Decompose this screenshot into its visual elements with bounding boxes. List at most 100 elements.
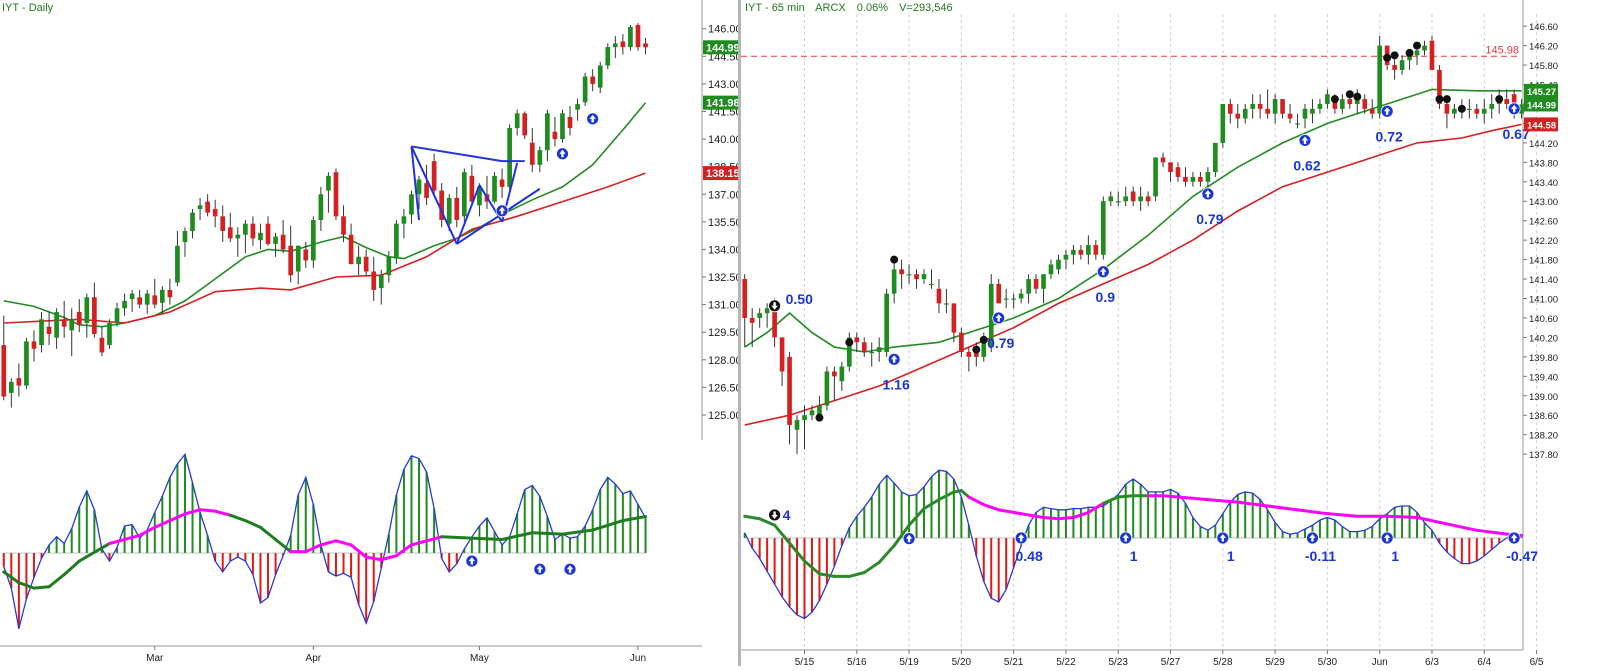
price-tick-label: 140.20 bbox=[1529, 333, 1558, 344]
oscillator-signal-line bbox=[394, 543, 413, 558]
price-tick-label: 143.80 bbox=[1529, 158, 1558, 169]
candle-body bbox=[1056, 259, 1061, 270]
candle-body bbox=[846, 337, 852, 367]
chart-title: IYT - 65 min ARCX 0.06% V=293,546 bbox=[745, 2, 961, 14]
candle-body bbox=[1183, 176, 1188, 182]
candle-body bbox=[507, 128, 512, 187]
candle-body bbox=[876, 347, 882, 353]
moving-average-red bbox=[744, 123, 1522, 426]
candle-body bbox=[99, 337, 105, 353]
price-tick-label: 143.40 bbox=[1529, 178, 1558, 189]
candle-body bbox=[787, 356, 792, 425]
price-tag bbox=[703, 95, 739, 110]
oscillator-signal-line bbox=[1071, 510, 1090, 520]
signal-dot bbox=[1442, 95, 1451, 104]
oscillator-signal-line bbox=[1385, 514, 1419, 520]
oscillator-signal-line bbox=[138, 525, 157, 537]
candle-body bbox=[861, 342, 867, 353]
candle-body bbox=[182, 231, 188, 243]
candle-body bbox=[1026, 279, 1031, 294]
candle-body bbox=[869, 352, 875, 354]
oscillator-value-label: -0.47 bbox=[1506, 548, 1538, 564]
time-tick-label: 6/3 bbox=[1425, 657, 1439, 666]
oscillator-signal-line bbox=[198, 508, 217, 513]
candle-body bbox=[394, 223, 399, 259]
oscillator-value-label: -0.11 bbox=[1305, 548, 1336, 564]
volume-label: V=293,546 bbox=[899, 2, 953, 14]
price-tick-label: 146.20 bbox=[1529, 42, 1558, 53]
daily-chart-svg[interactable]: 146.00144.50143.00141.50140.00138.50137.… bbox=[0, 0, 742, 666]
oscillator-signal-line bbox=[319, 539, 338, 547]
candle-body bbox=[1048, 264, 1054, 275]
oscillator-signal-line bbox=[32, 585, 51, 590]
candle-body bbox=[461, 172, 467, 217]
signal-dot bbox=[972, 345, 981, 354]
pattern-trendline bbox=[411, 145, 503, 163]
candle-body bbox=[529, 142, 535, 165]
price-tick-label: 141.80 bbox=[1529, 256, 1558, 267]
candle-body bbox=[469, 175, 475, 202]
candle-body bbox=[439, 190, 445, 220]
signal-dot bbox=[1330, 95, 1339, 104]
price-tick-label: 140.60 bbox=[1529, 314, 1558, 325]
oscillator-signal-line bbox=[788, 541, 806, 563]
signal-value-label: 1.16 bbox=[883, 376, 910, 392]
resistance-label: 145.98 bbox=[1485, 44, 1519, 56]
pattern-trendline bbox=[410, 146, 458, 245]
oscillator-signal-line bbox=[959, 489, 971, 499]
oscillator-up-arrow-icon bbox=[1119, 531, 1133, 545]
candle-body bbox=[764, 308, 770, 314]
price-tick-label: 139.80 bbox=[1529, 353, 1558, 364]
candle-body bbox=[959, 332, 964, 353]
intraday-chart-svg[interactable]: 146.60146.20145.80145.40145.00144.60144.… bbox=[741, 0, 1600, 668]
candle-body bbox=[1317, 103, 1323, 109]
price-tick-label: 139.00 bbox=[1529, 392, 1558, 403]
oscillator-signal-line bbox=[591, 519, 625, 532]
candle-body bbox=[107, 323, 112, 346]
candle-body bbox=[159, 289, 165, 303]
candle-body bbox=[356, 256, 361, 265]
oscillator-value-label: 1 bbox=[1391, 548, 1399, 564]
buy-arrow-icon bbox=[1507, 102, 1521, 116]
price-tick-label: 142.20 bbox=[1529, 236, 1558, 247]
candle-body bbox=[575, 104, 580, 110]
candle-body bbox=[167, 289, 173, 298]
candle-body bbox=[122, 300, 127, 309]
oscillator-signal-line bbox=[1206, 498, 1240, 504]
price-tick-label: 138.60 bbox=[1529, 411, 1558, 422]
oscillator-signal-line bbox=[1176, 495, 1210, 502]
candle-body bbox=[612, 43, 618, 48]
candle-body bbox=[54, 311, 59, 338]
signal-dot bbox=[1413, 41, 1422, 50]
candle-body bbox=[988, 283, 994, 348]
oscillator-value-label: 1 bbox=[1227, 548, 1235, 564]
candle-body bbox=[1130, 191, 1136, 202]
price-tick-label: 146.60 bbox=[1529, 22, 1558, 33]
oscillator-signal-line bbox=[1161, 494, 1180, 499]
oscillator-signal-line bbox=[168, 512, 187, 523]
candle-body bbox=[552, 131, 558, 140]
moving-average-green bbox=[3, 102, 647, 328]
oscillator-signal-line bbox=[967, 495, 986, 507]
candle-body bbox=[220, 216, 226, 232]
oscillator-signal-line bbox=[847, 571, 866, 578]
candle-body bbox=[454, 197, 460, 220]
oscillator-signal-line bbox=[1027, 513, 1046, 520]
price-tick-label: 131.00 bbox=[708, 300, 738, 312]
candle-body bbox=[1123, 196, 1129, 202]
candle-body bbox=[1213, 142, 1218, 173]
candle-body bbox=[386, 256, 392, 276]
time-tick-label: 5/28 bbox=[1213, 657, 1233, 666]
candle-body bbox=[921, 274, 927, 280]
oscillator-down-arrow-icon bbox=[768, 508, 782, 522]
signal-dot bbox=[1353, 92, 1362, 101]
candle-body bbox=[129, 293, 135, 300]
oscillator-signal-line bbox=[470, 536, 504, 541]
oscillator-outline bbox=[3, 452, 647, 629]
buy-arrow-icon bbox=[1201, 187, 1215, 201]
oscillator-signal-line bbox=[364, 555, 383, 562]
candle-body bbox=[973, 352, 979, 357]
signal-value-label: 0.72 bbox=[1376, 128, 1403, 144]
time-tick-label: 5/19 bbox=[899, 657, 919, 666]
candle-body bbox=[1145, 196, 1151, 202]
